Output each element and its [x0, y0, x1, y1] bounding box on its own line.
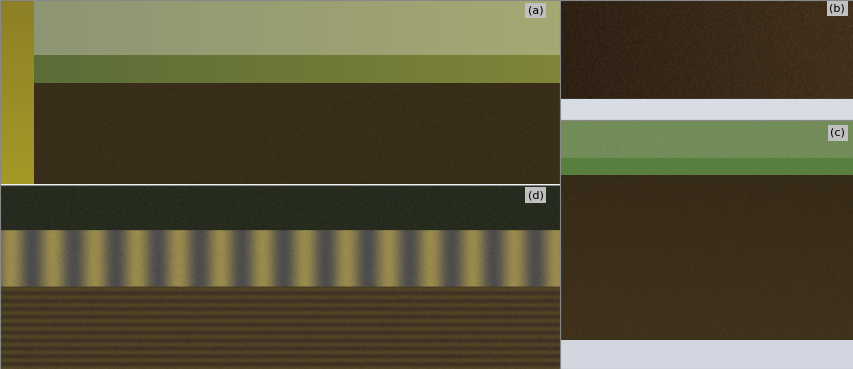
Text: (c): (c) — [829, 128, 844, 138]
Text: (a): (a) — [527, 6, 543, 15]
Text: (d): (d) — [527, 190, 543, 200]
Text: (b): (b) — [828, 4, 844, 14]
